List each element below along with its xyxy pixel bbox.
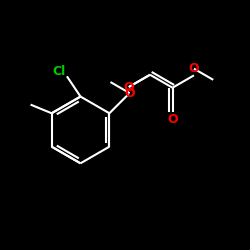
Text: O: O: [188, 62, 199, 75]
Text: O: O: [123, 80, 134, 94]
Text: O: O: [124, 87, 135, 100]
Text: Cl: Cl: [52, 65, 66, 78]
Text: O: O: [167, 113, 178, 126]
